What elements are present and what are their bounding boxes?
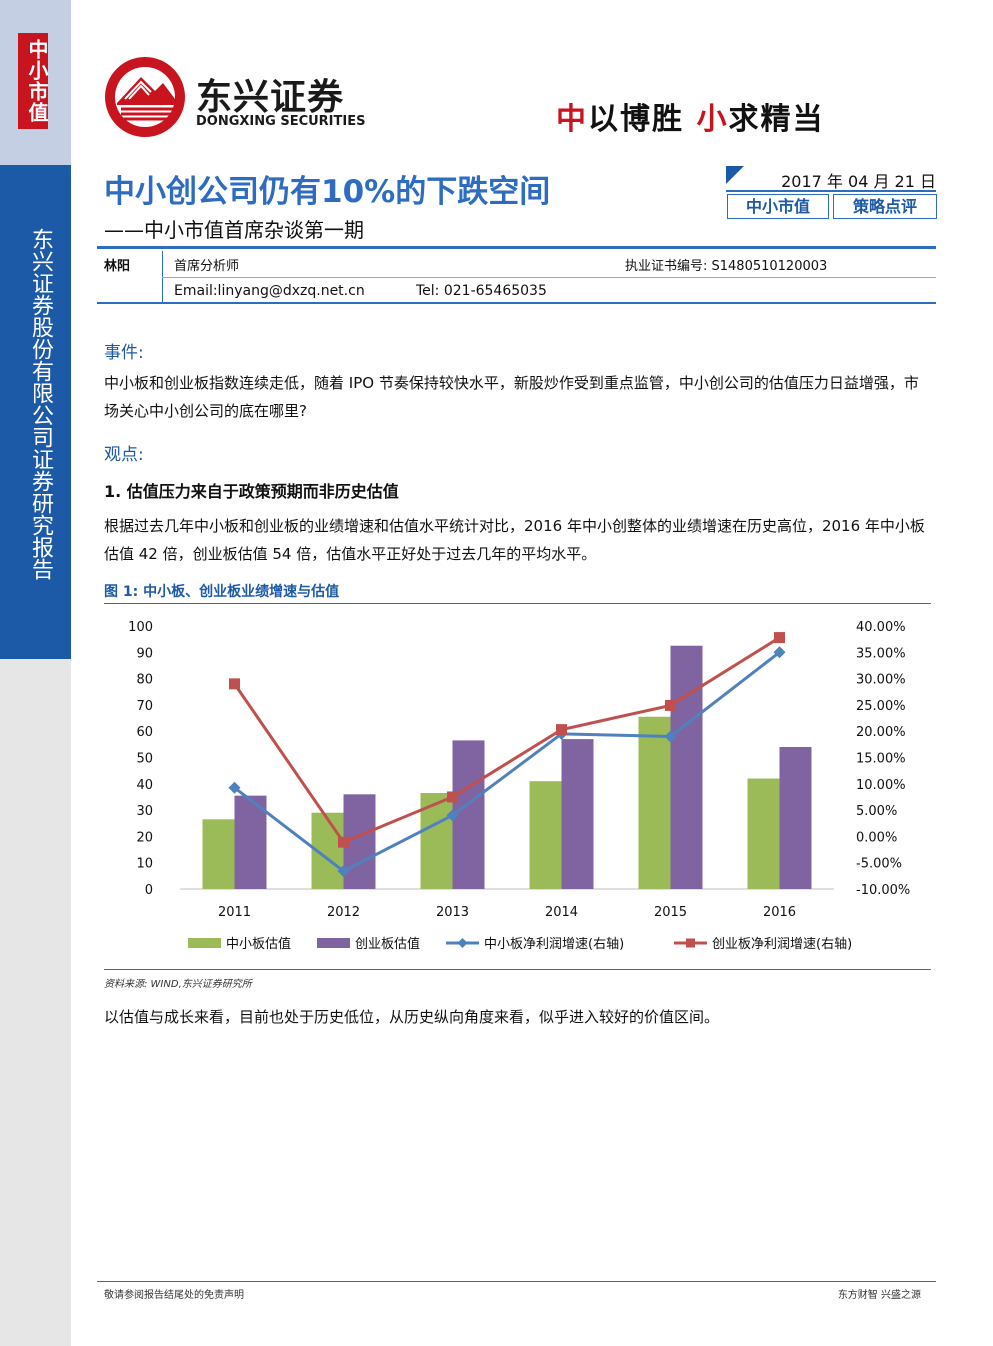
sidebar-company-name: 东兴证券股份有限公司证券研究报告 bbox=[28, 228, 53, 580]
report-type-tag: 策略点评 bbox=[833, 194, 937, 219]
bar-chinext-valuation bbox=[670, 645, 703, 889]
y-left-tick-label: 30 bbox=[136, 804, 153, 819]
point-chinext-growth bbox=[665, 699, 676, 711]
y-left-tick-label: 0 bbox=[145, 883, 153, 898]
author-divider bbox=[162, 251, 163, 302]
report-subtitle: ——中小市值首席杂谈第一期 bbox=[104, 218, 364, 242]
legend-label: 中小板估值 bbox=[226, 936, 291, 952]
y-right-tick-label: 30.00% bbox=[856, 673, 906, 688]
figure-top-rule bbox=[104, 603, 931, 604]
company-logo-icon bbox=[105, 57, 185, 137]
legend-swatch bbox=[188, 938, 221, 948]
bar-chinext-valuation bbox=[779, 746, 812, 889]
point-chinext-growth bbox=[447, 791, 458, 803]
point-chinext-growth bbox=[556, 724, 567, 736]
author-bottom-rule bbox=[97, 302, 936, 304]
line-series-chinext-growth bbox=[233, 636, 781, 845]
line-series-sme-growth bbox=[233, 651, 781, 873]
legend-label: 创业板估值 bbox=[355, 936, 420, 952]
view-heading: 观点: bbox=[104, 445, 144, 465]
figure-source: 资料来源: WIND,东兴证券研究所 bbox=[104, 979, 252, 990]
figure-title: 图 1: 中小板、创业板业绩增速与估值 bbox=[104, 584, 340, 600]
y-right-tick-label: 5.00% bbox=[856, 804, 897, 819]
point-1-paragraph: 根据过去几年中小板和创业板的业绩增速和估值水平统计对比，2016 年中小创整体的… bbox=[104, 517, 925, 563]
sidebar-tag: 中小市值 bbox=[18, 33, 49, 129]
y-left-tick-label: 60 bbox=[136, 725, 153, 740]
category-tag: 中小市值 bbox=[727, 194, 829, 219]
point-sme-growth bbox=[773, 646, 786, 659]
author-name: 林阳 bbox=[104, 259, 131, 274]
bar-sme-valuation bbox=[529, 781, 562, 889]
bar-chinext-valuation bbox=[234, 795, 267, 889]
bar-sme-valuation bbox=[638, 716, 671, 889]
point-chinext-growth bbox=[229, 678, 240, 690]
y-left-tick-label: 20 bbox=[136, 830, 153, 845]
sidebar: 中小市值 东兴证券股份有限公司证券研究报告 bbox=[0, 0, 71, 1346]
y-left-tick-label: 90 bbox=[136, 646, 153, 661]
legend-label: 中小板净利润增速(右轴) bbox=[484, 937, 624, 952]
report-date: 2017 年 04 月 21 日 bbox=[781, 172, 936, 191]
slogan-part-2: 以博胜 bbox=[588, 102, 697, 137]
event-paragraph: 中小板和创业板指数连续走低，随着 IPO 节奏保持较快水平，新股炒作受到重点监管… bbox=[104, 374, 919, 420]
legend-marker bbox=[686, 938, 695, 948]
x-tick-label: 2013 bbox=[436, 905, 469, 920]
footer-motto: 东方财智 兴盛之源 bbox=[837, 1290, 921, 1301]
y-right-tick-label: 20.00% bbox=[856, 725, 906, 740]
y-right-tick-label: 35.00% bbox=[856, 646, 906, 661]
y-right-tick-label: -5.00% bbox=[856, 857, 902, 872]
y-right-tick-label: 10.00% bbox=[856, 778, 906, 793]
bar-sme-valuation bbox=[202, 819, 235, 889]
legend-swatch bbox=[317, 938, 350, 948]
bar-chinext-valuation bbox=[561, 739, 594, 889]
point-1-heading: 1. 估值压力来自于政策预期而非历史估值 bbox=[104, 482, 399, 501]
author-top-rule bbox=[97, 246, 936, 249]
x-tick-label: 2012 bbox=[327, 905, 360, 920]
slogan-part-3: 小 bbox=[696, 102, 729, 137]
x-tick-label: 2011 bbox=[218, 905, 251, 920]
footer-disclaimer: 敬请参阅报告结尾处的免责声明 bbox=[104, 1290, 244, 1301]
y-right-tick-label: 15.00% bbox=[856, 752, 906, 767]
footer-rule bbox=[97, 1281, 936, 1282]
author-mid-rule bbox=[162, 277, 936, 278]
logo-english-name: DONGXING SECURITIES bbox=[196, 114, 366, 129]
y-left-tick-label: 100 bbox=[128, 620, 153, 635]
x-tick-label: 2016 bbox=[763, 905, 796, 920]
y-left-tick-label: 10 bbox=[136, 857, 153, 872]
conclusion-paragraph: 以估值与成长来看，目前也处于历史低位，从历史纵向角度来看，似乎进入较好的价值区间… bbox=[104, 1008, 720, 1026]
valuation-growth-chart: 100908070605040302010040.00%35.00%30.00%… bbox=[128, 620, 910, 952]
y-left-tick-label: 80 bbox=[136, 673, 153, 688]
y-left-tick-label: 40 bbox=[136, 778, 153, 793]
legend-label: 创业板净利润增速(右轴) bbox=[712, 937, 852, 952]
point-chinext-growth bbox=[338, 836, 349, 848]
slogan: 中以博胜 小求精当 bbox=[556, 94, 824, 138]
figure-bottom-rule bbox=[104, 969, 931, 970]
sidebar-company-band bbox=[0, 165, 71, 659]
report-date-box: 2017 年 04 月 21 日 bbox=[726, 166, 936, 192]
point-sme-growth bbox=[337, 865, 350, 878]
point-sme-growth bbox=[664, 730, 677, 743]
author-email[interactable]: Email:linyang@dxzq.net.cn bbox=[174, 283, 365, 299]
report-title: 中小创公司仍有10%的下跌空间 bbox=[104, 174, 551, 210]
author-cert-number: 执业证书编号: S1480510120003 bbox=[625, 259, 828, 274]
y-left-tick-label: 50 bbox=[136, 752, 153, 767]
author-tel: Tel: 021-65465035 bbox=[416, 283, 547, 299]
slogan-part-4: 求精当 bbox=[728, 102, 825, 137]
point-sme-growth bbox=[228, 781, 241, 794]
x-tick-label: 2015 bbox=[654, 905, 687, 920]
y-right-tick-label: -10.00% bbox=[856, 883, 910, 898]
bar-sme-valuation bbox=[747, 778, 780, 889]
point-sme-growth bbox=[446, 809, 459, 822]
point-chinext-growth bbox=[774, 632, 785, 644]
y-left-tick-label: 70 bbox=[136, 699, 153, 714]
date-triangle-icon bbox=[726, 166, 744, 184]
author-role: 首席分析师 bbox=[174, 259, 240, 274]
x-tick-label: 2014 bbox=[545, 905, 578, 920]
y-right-tick-label: 40.00% bbox=[856, 620, 906, 635]
slogan-part-1: 中 bbox=[556, 102, 588, 137]
event-heading: 事件: bbox=[104, 343, 144, 363]
logo-chinese-name: 东兴证券 bbox=[196, 77, 345, 118]
y-right-tick-label: 25.00% bbox=[856, 699, 906, 714]
y-right-tick-label: 0.00% bbox=[856, 830, 897, 845]
legend-marker bbox=[457, 938, 468, 948]
